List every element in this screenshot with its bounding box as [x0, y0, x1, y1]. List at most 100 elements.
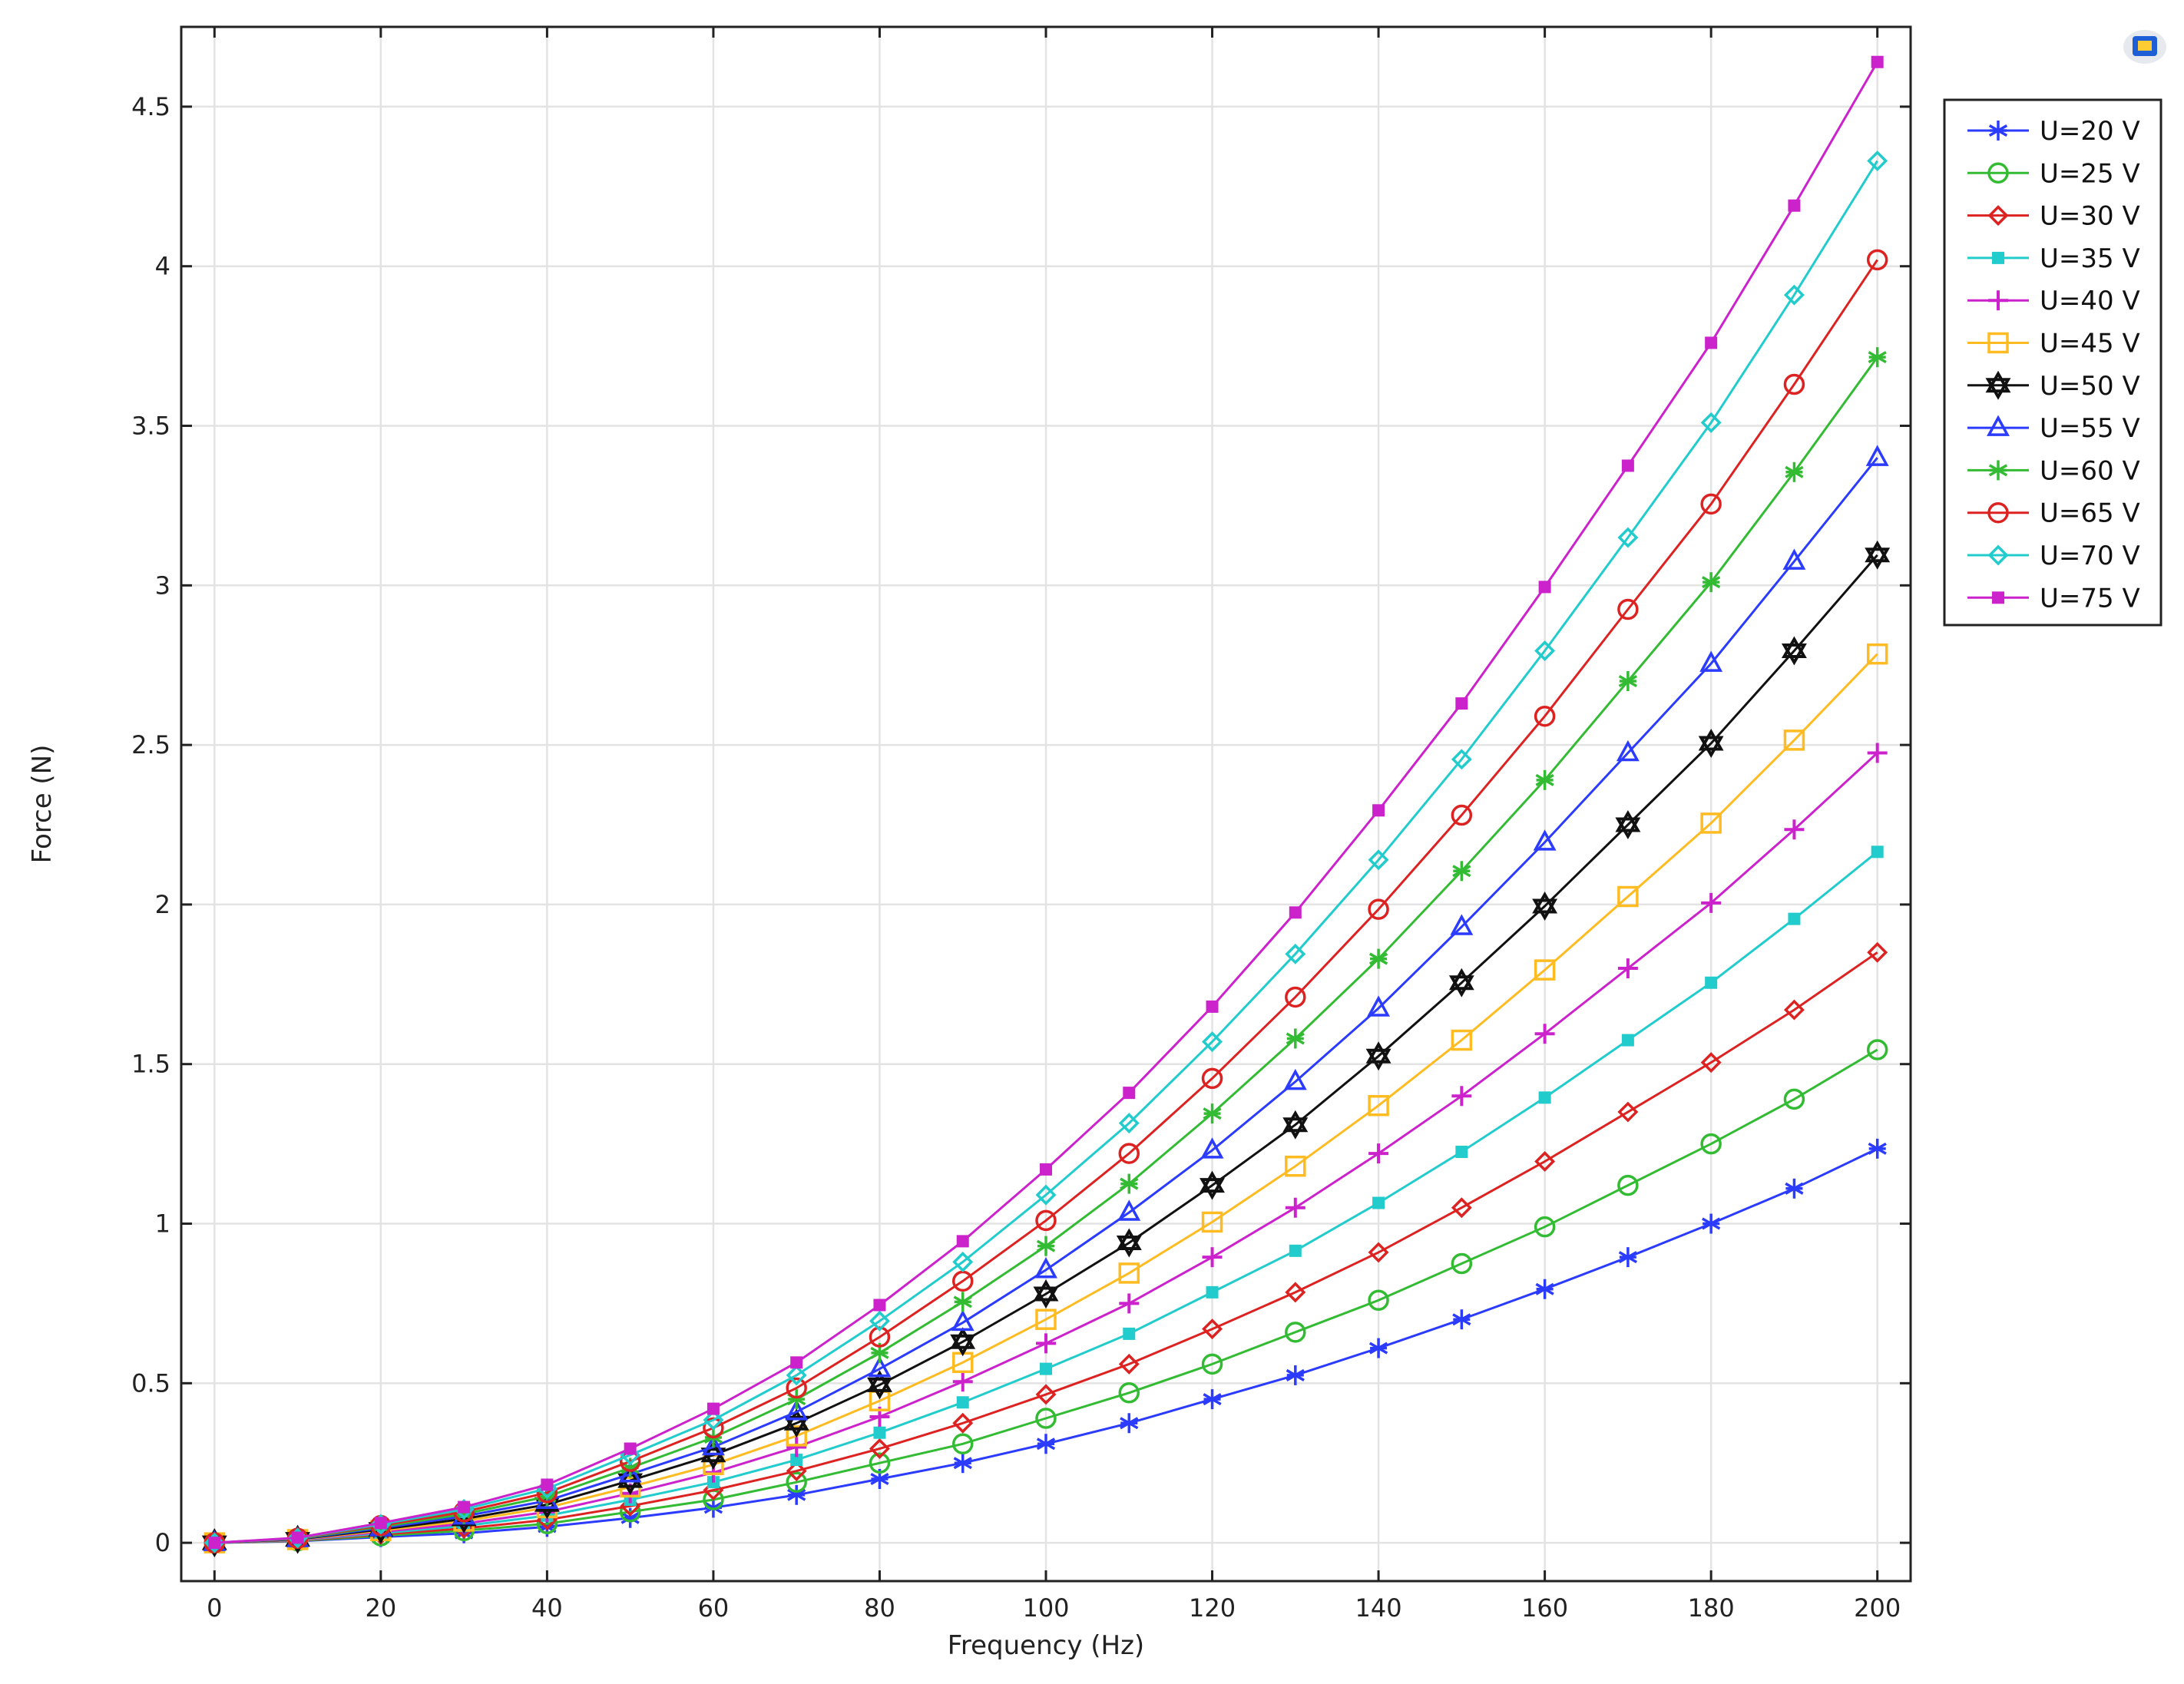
legend-label: U=60 V: [2040, 455, 2140, 486]
data-point: [1700, 412, 1722, 433]
data-point: [1532, 892, 1558, 921]
data-point: [706, 1402, 720, 1415]
data-point: [1618, 1247, 1638, 1268]
x-axis-title: Frequency (Hz): [948, 1630, 1144, 1661]
legend-marker: [1987, 501, 2009, 524]
data-point: [1865, 445, 1889, 466]
data-point: [1285, 1197, 1305, 1218]
y-tick-label: 2: [155, 890, 170, 919]
data-point: [1202, 1318, 1223, 1340]
data-point: [873, 1299, 886, 1312]
data-point: [1117, 1199, 1141, 1221]
data-point: [1033, 1279, 1059, 1308]
data-point: [1285, 1322, 1306, 1343]
y-tick-label: 0: [155, 1528, 170, 1557]
data-point: [1034, 1257, 1057, 1279]
data-point: [786, 1365, 807, 1386]
data-point: [786, 1437, 807, 1457]
data-point: [1616, 739, 1640, 762]
data-point: [1123, 1327, 1136, 1340]
graphics-window-icon[interactable]: [2123, 30, 2166, 64]
data-point: [1283, 1068, 1307, 1090]
series-line: [214, 160, 1878, 1544]
data-point: [1286, 1365, 1305, 1385]
data-point: [1783, 999, 1805, 1021]
legend-label: U=70 V: [2040, 541, 2140, 571]
data-point: [1785, 462, 1804, 482]
data-point: [1781, 636, 1807, 666]
data-point: [1782, 548, 1806, 570]
data-point: [1705, 336, 1718, 349]
data-point: [1534, 640, 1556, 661]
y-tick-label: 3.5: [131, 412, 170, 441]
data-point: [1035, 1308, 1057, 1330]
data-point: [1289, 1244, 1302, 1257]
legend-entry: U=70 V: [1967, 541, 2140, 571]
legend-label: U=75 V: [2040, 583, 2140, 614]
data-point: [1784, 819, 1805, 840]
data-point: [1700, 493, 1722, 515]
data-point: [1368, 849, 1389, 871]
legend-entry: U=50 V: [1967, 371, 2140, 402]
x-tick-label: 160: [1521, 1593, 1568, 1623]
legend-entry: U=30 V: [1967, 201, 2140, 232]
legend-marker: [1992, 591, 2004, 604]
data-point: [1617, 1101, 1639, 1123]
data-point: [1200, 1170, 1225, 1200]
data-point: [1118, 1143, 1140, 1164]
legend-label: U=55 V: [2040, 413, 2140, 444]
data-point: [1452, 861, 1471, 882]
data-point: [1286, 1028, 1305, 1049]
series-line: [214, 1048, 1878, 1544]
data-point: [1036, 1434, 1056, 1454]
data-point: [1700, 1133, 1722, 1155]
data-point: [458, 1500, 471, 1514]
legend-entry: U=25 V: [1967, 158, 2140, 189]
legend-label: U=50 V: [2040, 371, 2140, 402]
data-point: [786, 1425, 807, 1447]
y-tick-label: 1.5: [131, 1050, 170, 1079]
data-point: [1617, 958, 1638, 979]
legend-marker: [1985, 370, 2011, 400]
data-point: [950, 1327, 976, 1357]
series-line: [214, 554, 1878, 1544]
data-point: [1538, 1091, 1551, 1104]
data-point: [869, 1452, 891, 1474]
data-point: [1617, 885, 1639, 908]
data-point: [1538, 581, 1551, 594]
data-point: [1368, 948, 1388, 969]
data-point: [1534, 1024, 1555, 1044]
legend: U=20 V U=25 V U=30 V U=35 V U=40 V U=45 V U=50…: [1943, 98, 2162, 627]
data-point: [1372, 804, 1385, 817]
data-point: [1621, 459, 1634, 472]
data-point: [786, 1377, 807, 1399]
data-point: [291, 1531, 304, 1544]
data-point: [787, 1484, 806, 1505]
data-point: [701, 1434, 725, 1456]
data-point: [1866, 643, 1888, 665]
data-point: [1783, 1088, 1805, 1110]
data-point: [1871, 55, 1884, 68]
data-point: [1285, 986, 1306, 1008]
data-point: [1200, 1137, 1224, 1159]
data-point: [1368, 898, 1389, 920]
data-point: [1118, 1382, 1140, 1404]
data-point: [1036, 1236, 1056, 1256]
data-point: [1705, 976, 1718, 989]
data-point: [1116, 1228, 1142, 1258]
data-point: [541, 1478, 554, 1491]
data-point: [951, 1309, 975, 1332]
legend-marker: [1987, 162, 2009, 184]
legend-marker: [1987, 544, 2009, 566]
data-point: [956, 1235, 969, 1248]
data-point: [1451, 1197, 1472, 1219]
data-point: [1368, 1094, 1389, 1117]
data-point: [1617, 527, 1639, 548]
data-point: [1450, 914, 1474, 935]
data-point: [1451, 1252, 1473, 1275]
data-point: [1123, 1087, 1136, 1100]
legend-entry: U=65 V: [1967, 498, 2140, 529]
legend-marker: [1988, 460, 2008, 481]
data-point: [790, 1356, 803, 1369]
data-point: [1699, 650, 1723, 672]
